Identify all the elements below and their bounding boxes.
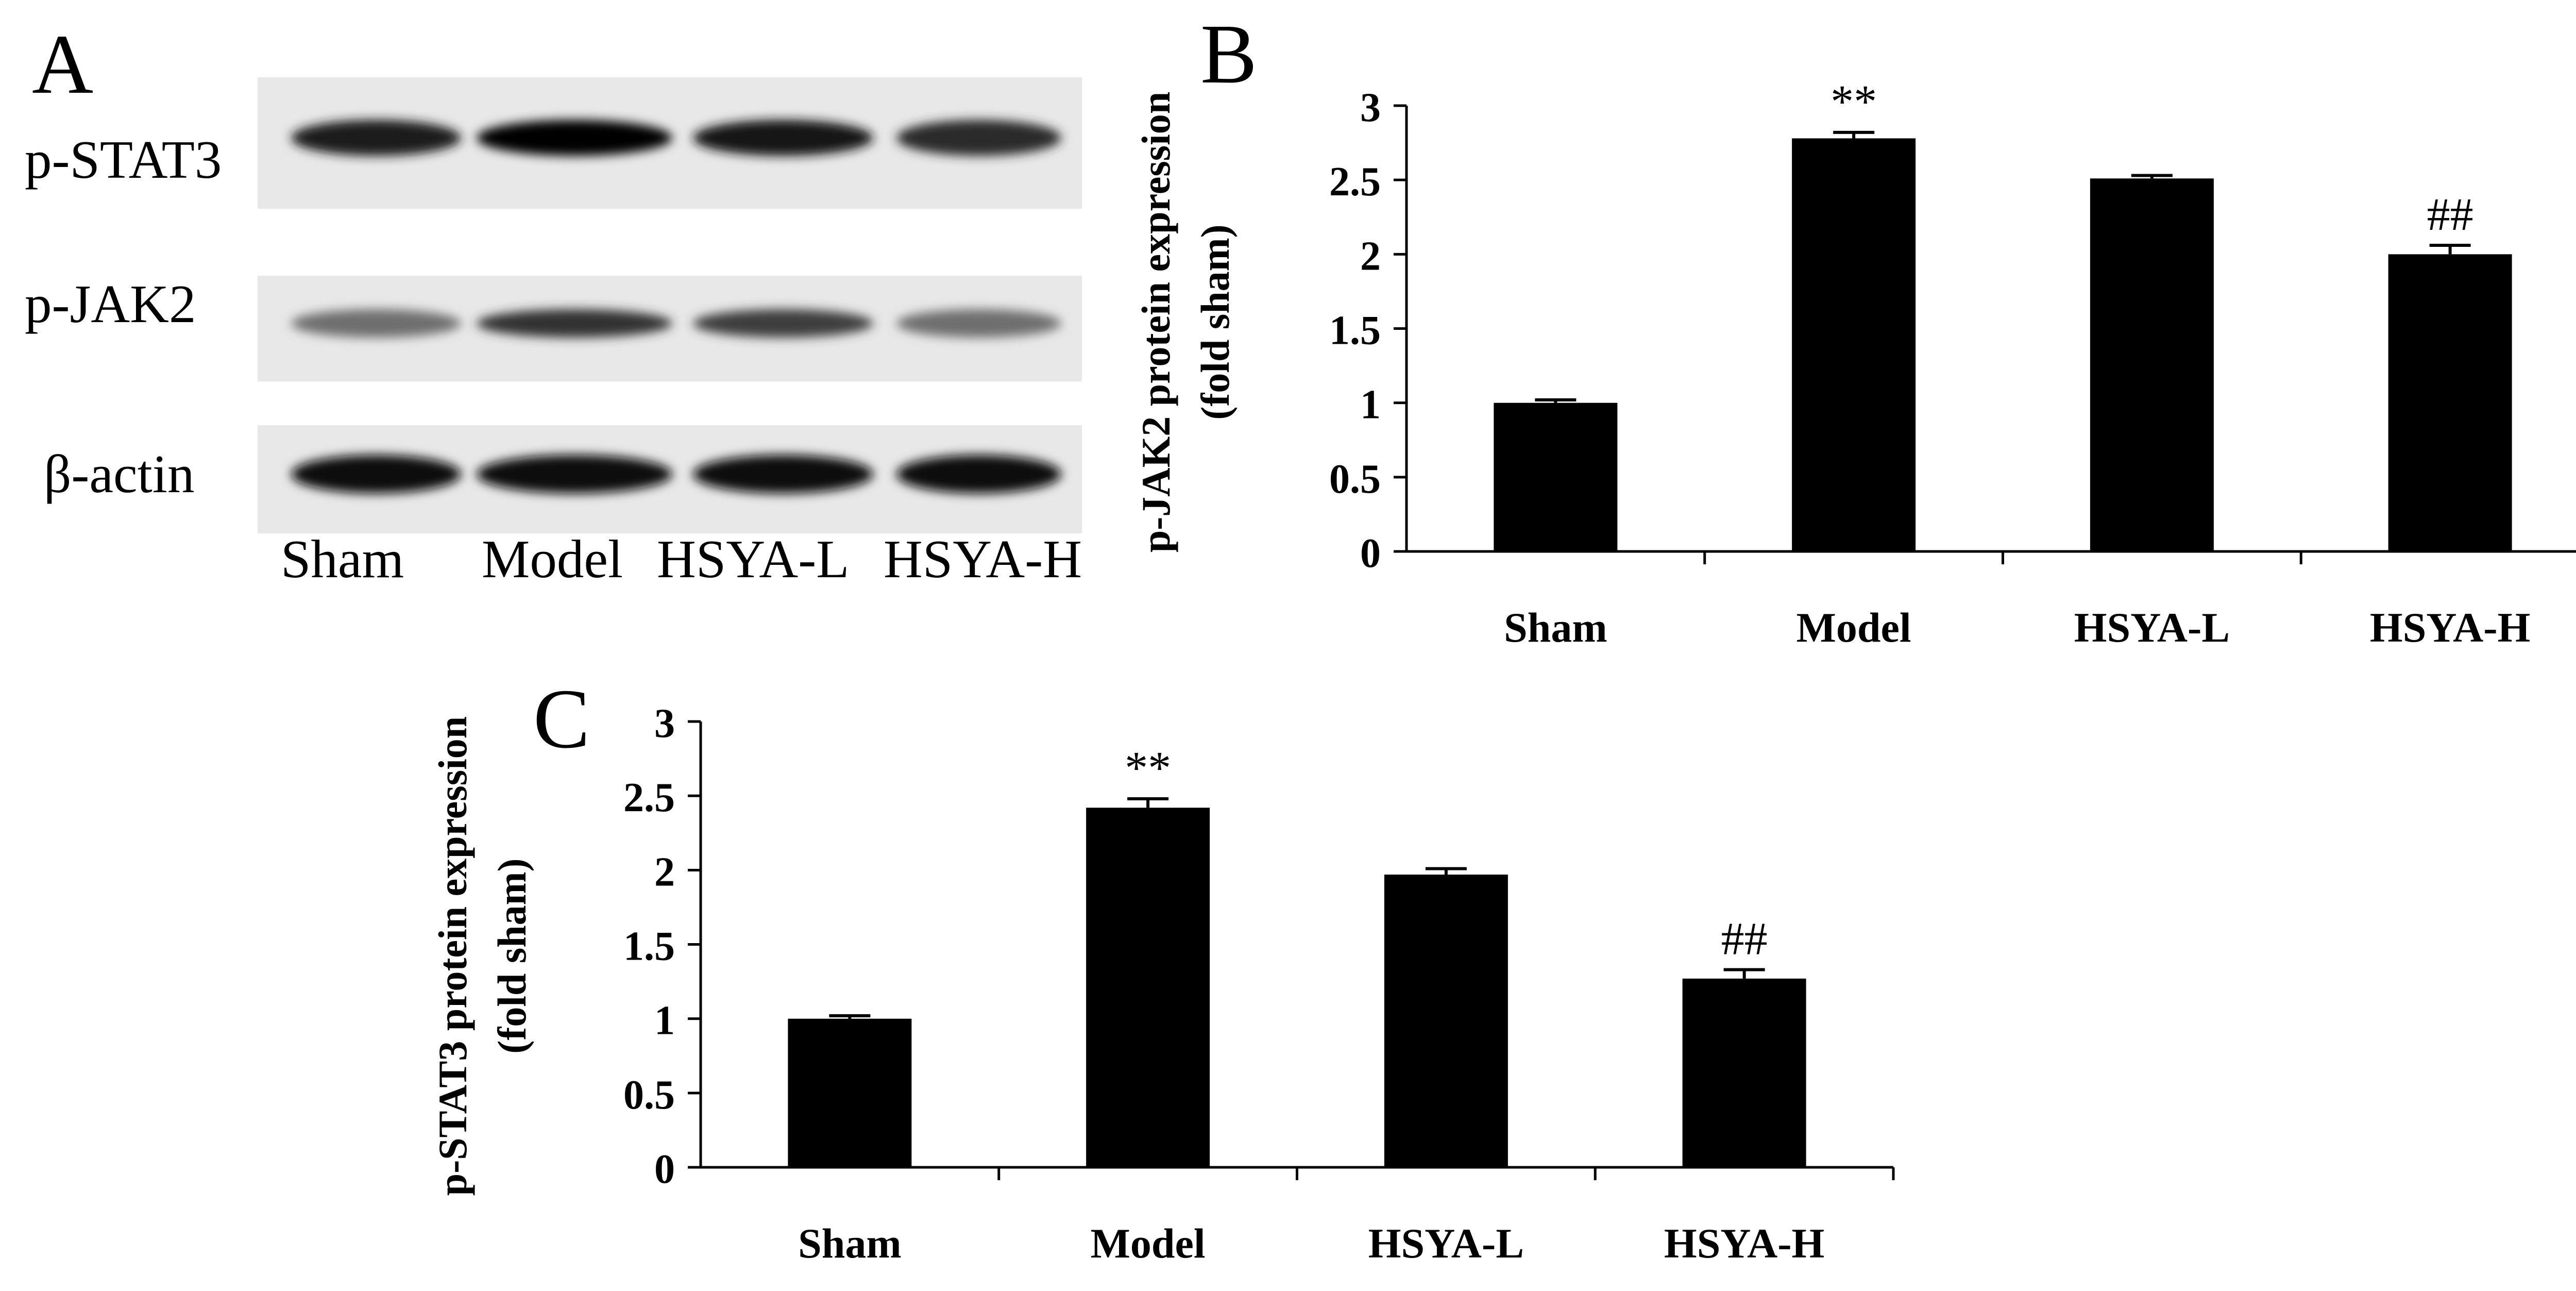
blot-band: [291, 455, 461, 494]
y-tick-label: 1: [654, 998, 675, 1044]
blot-lane-label: HSYA-H: [884, 529, 1082, 589]
x-tick-label: Model: [1091, 1220, 1206, 1267]
bar: [788, 1018, 912, 1167]
y-tick-label: 0.5: [623, 1072, 675, 1118]
y-tick-label: 3: [1360, 85, 1381, 130]
x-tick-label: Sham: [798, 1220, 902, 1267]
y-axis-label-unit: (fold sham): [489, 858, 534, 1053]
panel-c: C 0 0.5 1 1.5 2 2.5 3 Sham ** Model HSYA-L ## HSYA-H…: [430, 672, 1895, 1267]
significance-marker: ##: [1721, 914, 1768, 965]
western-blot: p-STAT3 p-JAK2 β-actin Sham Model HSYA-L HSYA-…: [25, 77, 1082, 589]
y-tick-label: 1: [1360, 382, 1381, 428]
y-tick-label: 0.5: [1329, 457, 1381, 502]
bar: [1682, 978, 1806, 1167]
chart-b: 0 0.5 1 1.5 2 2.5 3 Sham ** Model HSYA-L ## HSYA-H p-…: [1133, 76, 2576, 651]
panel-a-label: A: [32, 17, 93, 111]
y-tick-label: 2.5: [623, 775, 675, 820]
significance-marker: **: [1125, 743, 1171, 794]
y-tick-label: 2: [1360, 233, 1381, 279]
panel-b: B 0 0.5 1 1.5 2 2.5 3 Sham ** Model HSYA-L ## HSYA-H…: [1133, 7, 2576, 651]
panel-c-label: C: [533, 672, 590, 766]
x-tick-label: HSYA-H: [2370, 604, 2530, 651]
bar: [1494, 403, 1618, 551]
bar: [2090, 178, 2214, 551]
bar: [2388, 254, 2512, 551]
y-tick-label: 1.5: [1329, 308, 1381, 354]
blot-band: [291, 309, 461, 338]
x-tick-label: HSYA-L: [2074, 604, 2230, 651]
blot-band: [693, 309, 873, 338]
blot-lane-label: Sham: [281, 529, 404, 589]
x-tick-label: HSYA-H: [1664, 1220, 1824, 1267]
panel-b-label: B: [1200, 7, 1257, 101]
blot-row-label: p-JAK2: [25, 274, 196, 334]
blot-band: [477, 309, 672, 338]
blot-band: [477, 120, 672, 156]
blot-lane-label: Model: [482, 529, 623, 589]
y-axis-label-unit: (fold sham): [1193, 224, 1238, 420]
blot-row-label: p-STAT3: [25, 129, 222, 190]
significance-marker: **: [1831, 76, 1877, 127]
panel-a: A p-STAT3 p-JAK2 β-actin Sham Model HSYA-L HSY…: [25, 17, 1082, 589]
chart-c: 0 0.5 1 1.5 2 2.5 3 Sham ** Model HSYA-L ## HSYA-H p-…: [430, 701, 1895, 1267]
blot-band: [291, 120, 461, 156]
blot-band: [896, 455, 1061, 494]
x-tick-label: Sham: [1504, 604, 1607, 651]
bar: [1792, 138, 1916, 551]
blot-band: [477, 455, 672, 494]
y-tick-label: 3: [654, 701, 675, 746]
blot-band: [896, 309, 1061, 338]
significance-marker: ##: [2427, 189, 2473, 240]
blot-band: [693, 455, 873, 494]
bar: [1384, 874, 1508, 1167]
y-tick-label: 2: [654, 849, 675, 895]
x-tick-label: HSYA-L: [1368, 1220, 1524, 1267]
y-tick-label: 0: [1360, 531, 1381, 576]
blot-lane-label: HSYA-L: [657, 529, 849, 589]
blot-row-label: β-actin: [44, 444, 194, 504]
y-axis-label: p-STAT3 protein expression: [430, 716, 475, 1196]
blot-band: [693, 120, 873, 156]
blot-band: [896, 120, 1061, 156]
y-tick-label: 0: [654, 1147, 675, 1192]
y-tick-label: 1.5: [623, 924, 675, 969]
y-axis-label: p-JAK2 protein expression: [1133, 92, 1178, 552]
x-tick-label: Model: [1797, 604, 1911, 651]
bar: [1086, 808, 1210, 1167]
y-tick-label: 2.5: [1329, 159, 1381, 205]
